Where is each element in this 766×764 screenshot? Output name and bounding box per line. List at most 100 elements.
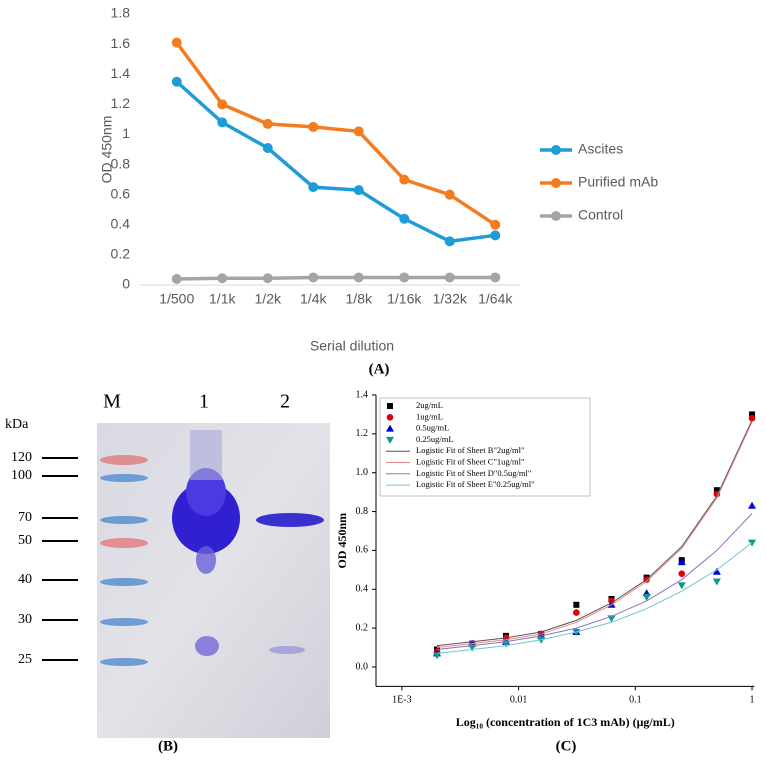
legend-swatch [386,424,394,432]
ladder-band [100,578,148,586]
y-tick-label: 1.4 [111,65,131,81]
ladder-band [100,474,148,482]
point [433,652,442,660]
y-axis-title: OD 450nm [99,116,115,184]
x-tick-label: 1/16k [387,291,422,307]
point [642,594,651,602]
ladder-band [100,658,148,666]
marker-label: 50 [18,533,32,548]
legend-label: 0.25ug/mL [416,434,454,444]
fit-curve [436,420,753,647]
gel-unit: kDa [5,417,29,432]
legend-swatch [551,211,561,221]
point [573,601,580,608]
y-tick-label: 0.0 [356,661,369,672]
x-tick-label: 0.1 [629,695,642,706]
marker-label: 70 [18,510,32,525]
series-line [176,275,496,281]
point [171,273,182,284]
y-tick-label: 1.8 [111,5,131,21]
y-tick-label: 0.2 [356,622,369,633]
point [712,578,721,586]
legend-swatch [386,414,394,421]
legend-label: Logistic Fit of Sheet D"0.5ug/ml" [416,468,531,478]
point [399,272,410,283]
lane1-band [196,546,216,574]
lane1-smear [190,430,222,480]
ladder-band [100,455,148,465]
y-tick-label: 1.4 [356,389,369,400]
point [262,118,273,129]
x-tick-label: 1/1k [209,291,236,307]
panel-label: (B) [158,738,178,754]
point [677,582,686,590]
legend-swatch [551,178,561,188]
point [308,182,319,193]
point [353,185,364,196]
fit-curve [436,542,753,654]
ladder-band [100,618,148,626]
y-tick-label: 1.2 [111,95,131,111]
legend-label: 0.5ug/mL [416,423,449,433]
y-tick-label: 0.2 [111,246,131,262]
legend-swatch [387,403,393,409]
point [217,99,228,110]
y-tick-label: 0.4 [356,584,369,595]
point [353,126,364,137]
legend-label: Logistic Fit of Sheet B"2ug/ml" [416,445,524,455]
legend-label: Ascites [578,141,623,157]
fit-curve [436,421,753,649]
x-tick-label: 1/8k [346,291,373,307]
ladder-band [100,516,148,524]
x-axis-title: Serial dilution [310,338,394,354]
point [308,272,319,283]
y-tick-label: 0.4 [111,215,131,231]
x-tick-label: 1/500 [159,291,194,307]
point [490,230,501,241]
x-tick-label: 1/64k [478,291,513,307]
x-axis-title: Log₁₀ (concentration of 1C3 mAb) (μg/mL) [456,715,675,729]
legend-label: 1ug/mL [416,411,443,421]
y-tick-label: 0.6 [356,545,369,556]
point [748,501,757,509]
point [217,117,228,128]
point [444,272,455,283]
y-tick-label: 0.6 [111,185,131,201]
point [677,558,686,566]
marker-label: 100 [11,468,32,483]
point [490,219,501,230]
point [262,273,273,284]
y-tick-label: 0.8 [111,155,131,171]
series-line [175,41,497,227]
legend-label: 2ug/mL [416,400,443,410]
fit-curve [436,513,753,650]
point [444,236,455,247]
point [713,487,720,494]
legend-swatch [551,145,561,155]
y-tick-label: 1.0 [356,467,369,478]
point [171,37,182,48]
x-tick-label: 1/32k [433,291,468,307]
x-tick-label: 1 [750,695,755,706]
y-axis-title: OD 450nm [335,513,349,569]
x-tick-label: 1E-3 [392,695,411,706]
point [353,272,364,283]
point [171,76,182,87]
point [712,567,721,575]
x-tick-label: 1/2k [255,291,282,307]
point [262,142,273,153]
point [308,121,319,132]
lane1-band [195,636,219,656]
point [444,189,455,200]
marker-label: 120 [11,450,32,465]
marker-label: 40 [18,572,32,587]
legend-label: Logistic Fit of Sheet C"1ug/ml" [416,456,524,466]
y-tick-label: 1.6 [111,35,131,51]
point [748,415,756,422]
legend-label: Control [578,207,623,223]
point [678,570,686,578]
panel-label: (C) [556,738,577,754]
point [573,609,580,616]
legend-swatch [386,436,394,444]
